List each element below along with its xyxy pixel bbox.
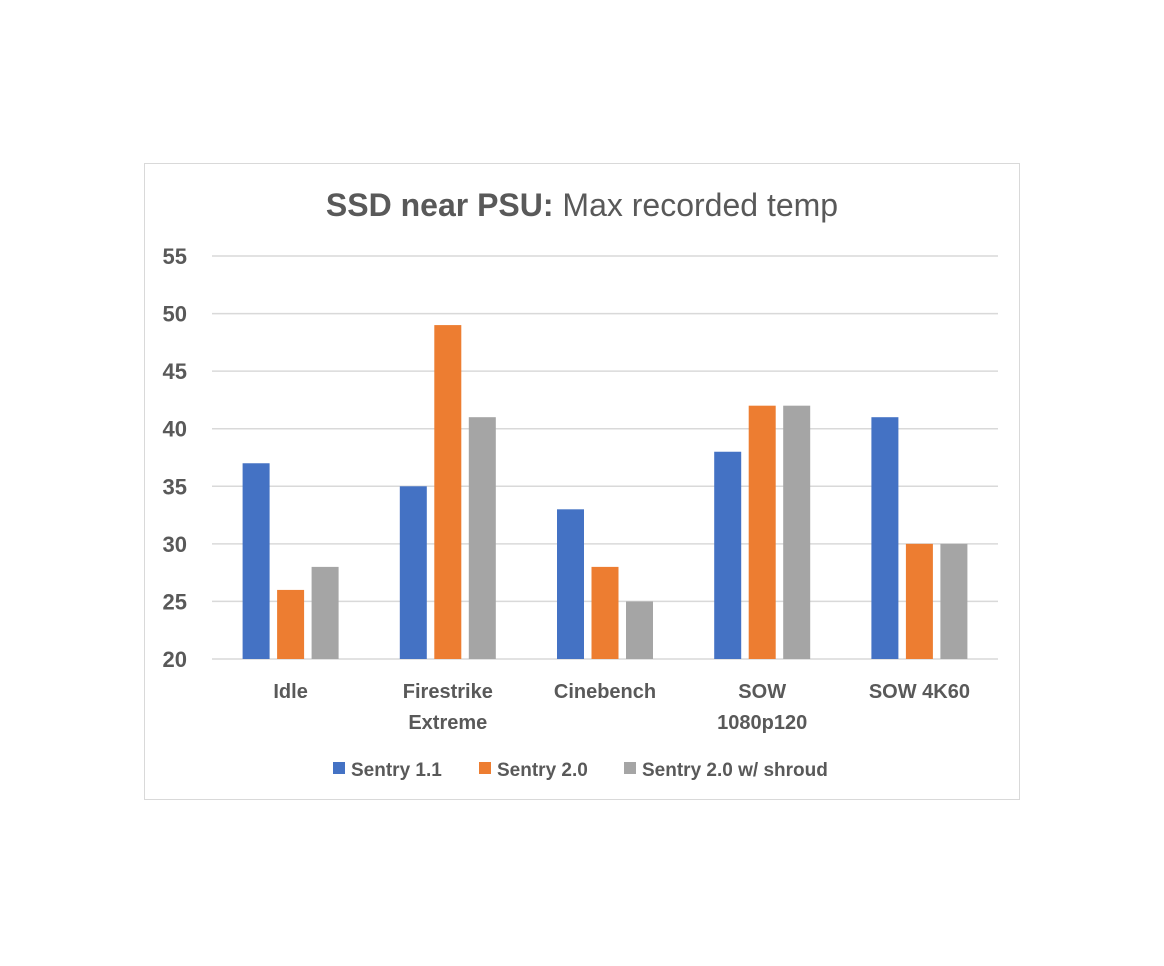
bar-1-1 <box>242 463 270 659</box>
y-tick-label-25: 25 <box>163 589 187 614</box>
bar-3-1 <box>311 566 339 659</box>
bar-1-5 <box>871 417 899 659</box>
legend-swatch-3 <box>624 762 636 774</box>
bar-3-5 <box>940 543 968 659</box>
legend-label-3: Sentry 2.0 w/ shroud <box>642 760 828 781</box>
legend-swatch-1 <box>333 762 345 774</box>
category-label-4-line-1: SOW <box>738 681 786 703</box>
bar-2-3 <box>591 566 619 659</box>
legend: Sentry 1.1 Sentry 2.0 Sentry 2.0 w/ shroud <box>333 760 828 781</box>
category-label-3: Cinebench <box>554 681 656 703</box>
bar-3-2 <box>468 417 496 659</box>
category-label-1: Idle <box>273 681 307 703</box>
category-labels: Idle Firestrike Extreme Cinebench SOW 1080p12… <box>273 681 970 734</box>
bar-2-1 <box>277 589 305 659</box>
bars <box>242 325 968 659</box>
bar-3-3 <box>626 601 653 659</box>
category-label-2-line-2: Extreme <box>408 712 487 734</box>
y-axis-tick-labels: 20 25 30 35 40 45 50 55 <box>163 244 187 672</box>
y-tick-label-35: 35 <box>163 474 187 499</box>
y-tick-label-50: 50 <box>163 302 187 327</box>
bar-2-5 <box>905 543 933 659</box>
y-tick-label-40: 40 <box>163 417 187 442</box>
bar-2-4 <box>748 405 776 659</box>
y-tick-label-20: 20 <box>163 647 187 672</box>
bar-1-3 <box>557 509 584 659</box>
bar-3-4 <box>783 405 811 659</box>
chart-title: SSD near PSU: Max recorded temp <box>326 187 838 223</box>
y-tick-label-55: 55 <box>163 244 187 269</box>
bar-1-4 <box>714 451 742 659</box>
legend-label-1: Sentry 1.1 <box>351 760 442 781</box>
y-tick-label-45: 45 <box>163 359 187 384</box>
legend-label-2: Sentry 2.0 <box>497 760 588 781</box>
bar-2-2 <box>434 325 462 659</box>
gridlines <box>212 255 998 660</box>
bar-1-2 <box>399 486 427 659</box>
category-label-4-line-2: 1080p120 <box>717 712 807 734</box>
y-tick-label-30: 30 <box>163 532 187 557</box>
chart-title-bold: SSD near PSU: <box>326 187 554 223</box>
legend-swatch-2 <box>479 762 491 774</box>
category-label-2-line-1: Firestrike <box>403 681 493 703</box>
chart-title-rest: Max recorded temp <box>554 187 839 223</box>
category-label-5: SOW 4K60 <box>869 681 970 703</box>
